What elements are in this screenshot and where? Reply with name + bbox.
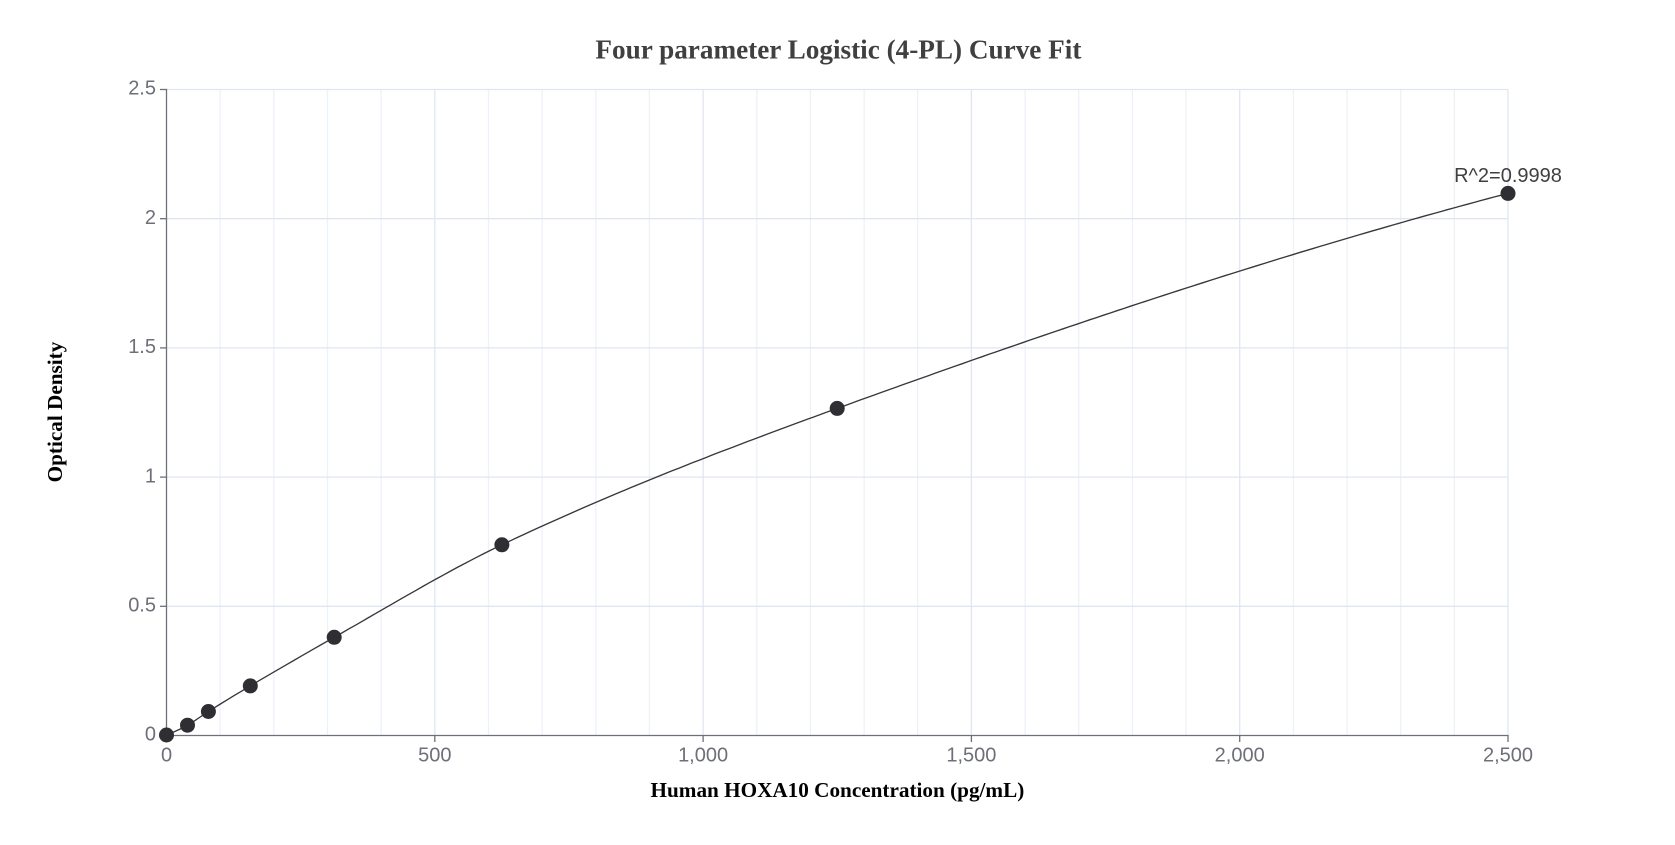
svg-text:1.5: 1.5 <box>128 336 156 358</box>
svg-text:Human HOXA10 Concentration (pg: Human HOXA10 Concentration (pg/mL) <box>651 778 1025 802</box>
svg-text:2: 2 <box>145 207 156 229</box>
svg-text:0: 0 <box>145 724 156 746</box>
svg-text:2,000: 2,000 <box>1215 745 1265 767</box>
svg-text:1,000: 1,000 <box>678 745 728 767</box>
svg-text:Optical Density: Optical Density <box>43 341 67 482</box>
svg-text:500: 500 <box>418 745 451 767</box>
svg-text:2.5: 2.5 <box>128 78 156 100</box>
svg-text:1,500: 1,500 <box>946 745 996 767</box>
svg-text:Four parameter Logistic (4-PL): Four parameter Logistic (4-PL) Curve Fit <box>595 35 1081 65</box>
svg-text:2,500: 2,500 <box>1483 745 1533 767</box>
svg-text:0.5: 0.5 <box>128 595 156 617</box>
svg-text:1: 1 <box>145 465 156 487</box>
svg-text:0: 0 <box>161 745 172 767</box>
svg-text:R^2=0.9998: R^2=0.9998 <box>1454 165 1562 187</box>
